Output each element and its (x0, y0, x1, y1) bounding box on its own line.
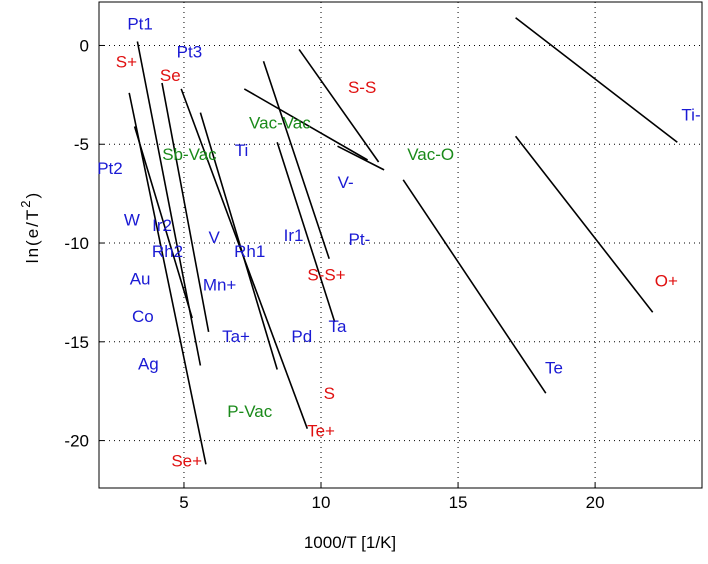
series-label-20: S-S+ (307, 266, 345, 285)
series-line-6 (337, 145, 385, 171)
series-label-30: P-Vac (227, 402, 273, 421)
plot-area-frame (98, 1, 703, 489)
series-label-11: V- (338, 173, 354, 192)
y-tick-label-4: -20 (64, 432, 89, 451)
series-label-32: Se+ (171, 451, 202, 470)
series-label-28: Te (545, 358, 563, 377)
series-line-4 (199, 112, 278, 370)
x-tick-label-3: 20 (586, 493, 605, 512)
series-line-9 (402, 179, 547, 394)
series-label-18: Rh1 (234, 242, 265, 261)
series-label-19: Au (130, 270, 151, 289)
y-axis-ticks: 0 -5 -10 -15 -20 (64, 36, 104, 451)
series-label-3: Se (160, 66, 181, 85)
series-label-1: Pt3 (177, 42, 203, 61)
series-label-4: S-S (348, 78, 376, 97)
series-label-27: Ag (138, 355, 159, 374)
series-label-29: S (324, 384, 335, 403)
series-label-13: Ir2 (152, 216, 172, 235)
series-labels: Pt1 Pt3 S+ Se S-S Ti- Vac-Vac Pt2 Sb-Vac Ti Vac-O V… (97, 15, 700, 471)
series-line-5 (262, 61, 330, 260)
series-label-10: Vac-O (407, 145, 454, 164)
series-line-12 (298, 48, 380, 163)
grid-lines (99, 2, 702, 488)
x-tick-label-1: 10 (312, 493, 331, 512)
series-label-14: Ir1 (284, 226, 304, 245)
series-label-16: V (208, 228, 220, 247)
series-label-12: W (124, 210, 140, 229)
y-axis-title-exponent: 2 (18, 198, 33, 207)
data-lines (128, 17, 678, 465)
series-line-3 (161, 82, 210, 333)
series-line-7 (515, 17, 678, 143)
series-label-8: Sb-Vac (162, 145, 217, 164)
series-line-8 (514, 135, 654, 313)
series-label-15: Pt- (349, 230, 371, 249)
series-line-1 (128, 92, 207, 465)
y-axis-title: ln(e/T2) (18, 191, 42, 263)
x-axis-ticks: 5 10 15 20 (179, 483, 605, 512)
series-line-2 (133, 126, 193, 319)
series-line-13 (243, 88, 368, 161)
series-label-21: O+ (655, 272, 678, 291)
y-tick-label-3: -15 (64, 333, 89, 352)
x-tick-label-2: 15 (449, 493, 468, 512)
series-line-11 (276, 142, 336, 323)
y-axis-title-suffix: ) (23, 191, 42, 199)
x-axis-title: 1000/T [1/K] (304, 533, 396, 552)
y-axis-title-prefix: ln(e/T (23, 208, 42, 263)
y-tick-label-1: -5 (74, 135, 89, 154)
y-tick-label-0: 0 (80, 36, 89, 55)
series-label-9: Ti (235, 141, 249, 160)
series-label-2: S+ (116, 52, 137, 71)
series-line-10 (180, 88, 309, 429)
series-label-31: Te+ (307, 422, 335, 441)
series-label-22: Mn+ (203, 276, 237, 295)
series-label-23: Co (132, 307, 154, 326)
series-label-17: Rh2 (152, 242, 183, 261)
series-label-5: Ti- (681, 106, 700, 125)
series-label-24: Ta (328, 317, 347, 336)
series-label-7: Pt2 (97, 159, 123, 178)
series-label-6: Vac-Vac (249, 114, 311, 133)
y-tick-label-2: -10 (64, 234, 89, 253)
x-tick-label-0: 5 (179, 493, 188, 512)
series-label-25: Ta+ (222, 327, 250, 346)
series-label-26: Pd (291, 327, 312, 346)
series-label-0: Pt1 (127, 15, 153, 34)
